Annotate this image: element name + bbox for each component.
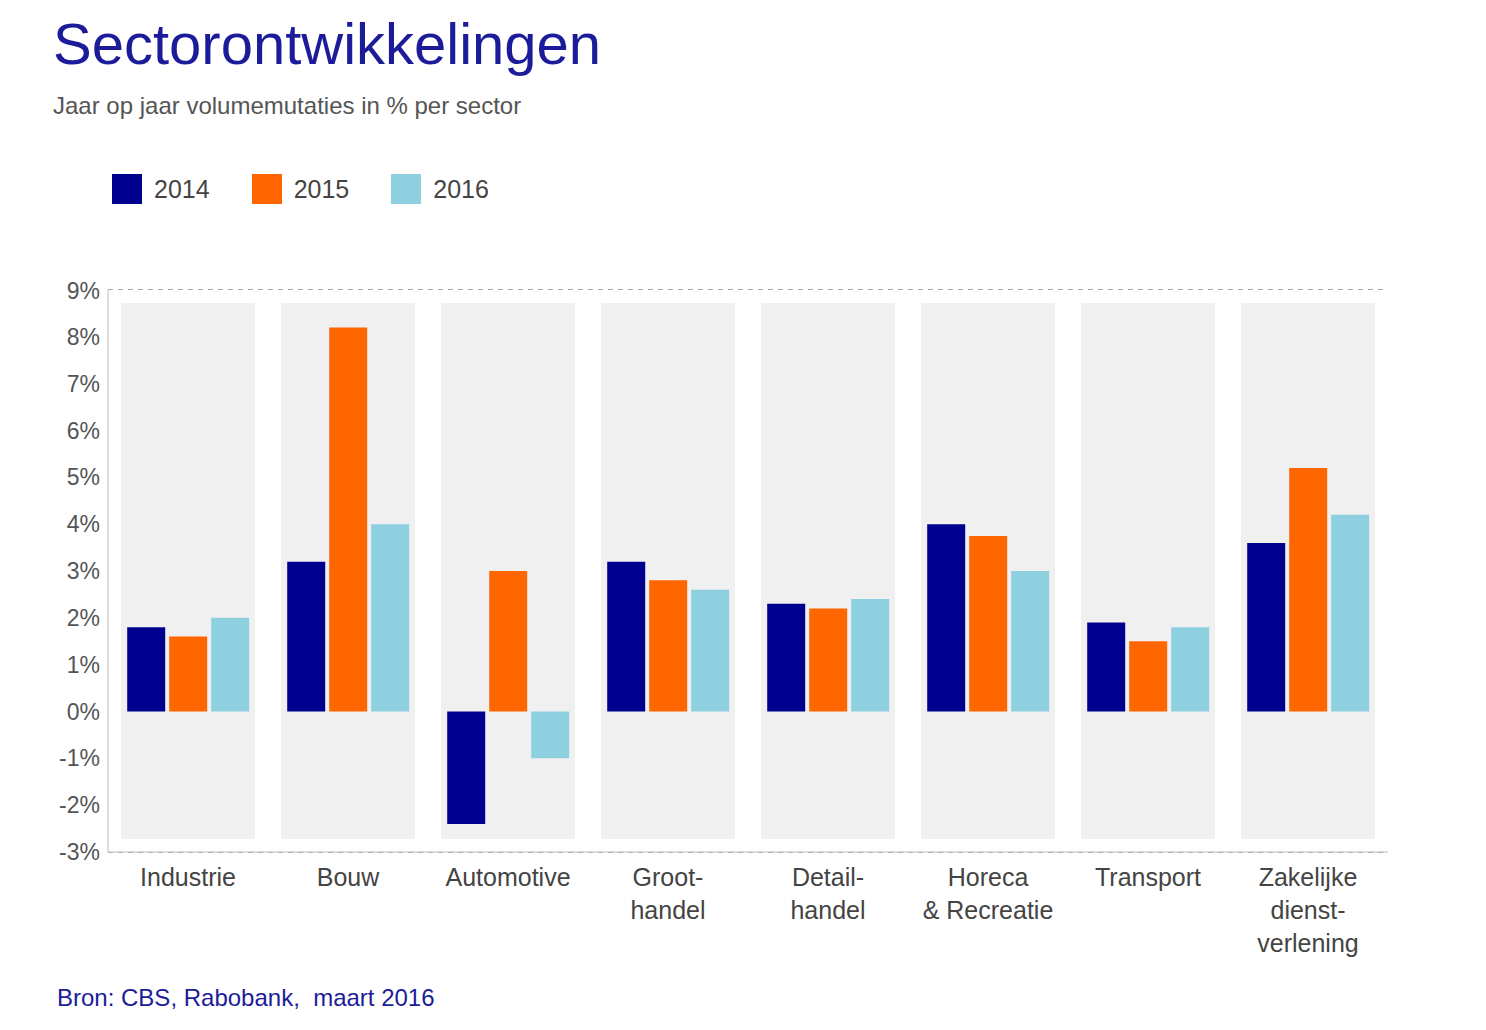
svg-text:8%: 8% (67, 324, 100, 350)
svg-text:1%: 1% (67, 652, 100, 678)
svg-text:Transport: Transport (1095, 863, 1201, 891)
svg-text:-3%: -3% (59, 839, 100, 865)
html-text:2014: 2014 (154, 174, 210, 203)
svg-text:3%: 3% (67, 558, 100, 584)
svg-text:4%: 4% (67, 511, 100, 537)
svg-text:Detail-handel: Detail-handel (790, 863, 865, 924)
svg-text:5%: 5% (67, 464, 100, 490)
svg-text:9%: 9% (67, 278, 100, 304)
html-text:Bron: CBS, Rabobank, maart 201: Bron: CBS, Rabobank, maart 2016 (57, 984, 435, 1011)
svg-text:Automotive: Automotive (445, 863, 570, 891)
svg-text:-1%: -1% (59, 745, 100, 771)
svg-text:Horeca& Recreatie: Horeca& Recreatie (923, 863, 1054, 924)
html-text:Jaar op jaar volumemutaties in: Jaar op jaar volumemutaties in % per sec… (53, 92, 522, 119)
svg-text:6%: 6% (67, 418, 100, 444)
svg-text:2%: 2% (67, 605, 100, 631)
html-text:2016: 2016 (433, 174, 489, 203)
svg-text:Groot-handel: Groot-handel (630, 863, 705, 924)
svg-text:Zakelijkedienst-verlening: Zakelijkedienst-verlening (1257, 863, 1358, 957)
svg-text:Industrie: Industrie (140, 863, 236, 891)
svg-text:7%: 7% (67, 371, 100, 397)
svg-text:Bouw: Bouw (317, 863, 380, 891)
html-text:2015: 2015 (293, 174, 350, 203)
html-text:Sectorontwikkelingen: Sectorontwikkelingen (53, 11, 602, 76)
svg-text:0%: 0% (67, 699, 100, 725)
svg-text:-2%: -2% (59, 792, 100, 818)
